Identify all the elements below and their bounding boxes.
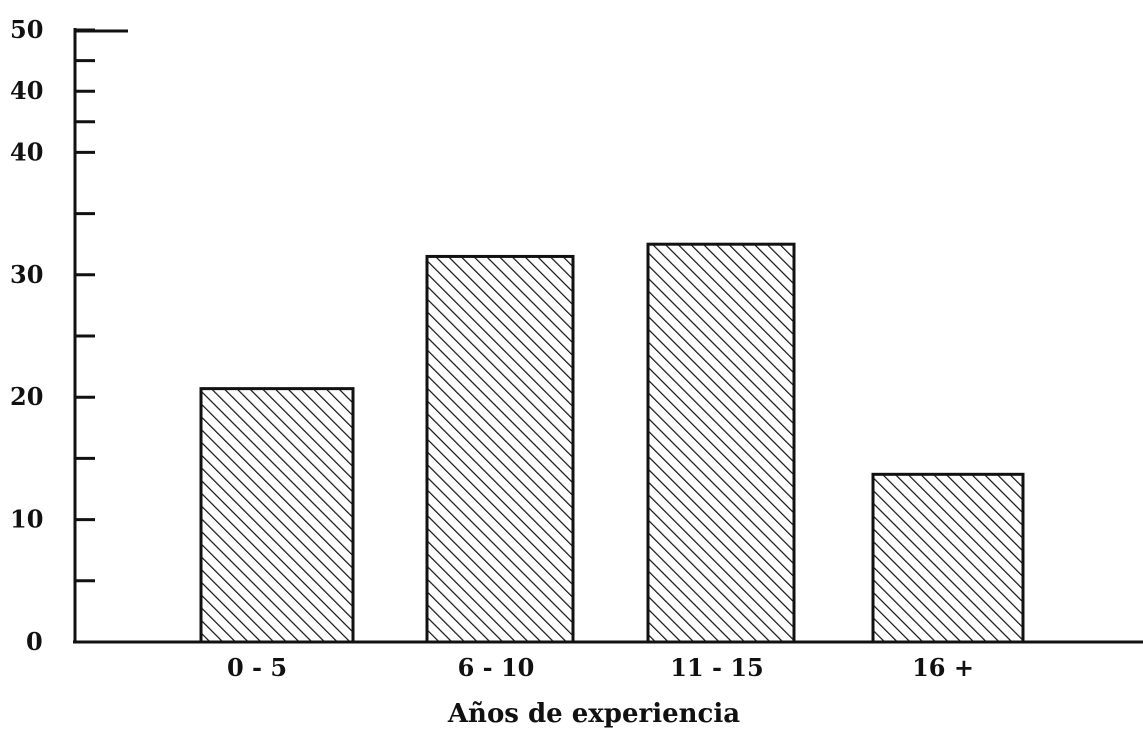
x-category-label: 11 - 15 [670, 653, 763, 682]
y-tick-label: 40 [10, 137, 43, 166]
x-axis-category-labels: 0 - 5 6 - 10 11 - 15 16 + [227, 653, 974, 682]
bar-4 [871, 472, 1025, 644]
y-tick-label: 20 [10, 382, 43, 411]
bar-2 [425, 254, 575, 644]
y-axis-ticks: 0 10 20 30 40 40 50 [10, 15, 95, 656]
bar-1 [199, 387, 355, 644]
y-tick-label: 40 [10, 76, 43, 105]
x-axis-title: Años de experiencia [447, 699, 740, 729]
x-category-label: 6 - 10 [458, 653, 535, 682]
y-tick-label: 50 [10, 15, 43, 44]
y-tick-label: 10 [10, 505, 43, 534]
x-category-label: 16 + [912, 653, 974, 682]
y-tick-label: 30 [10, 260, 43, 289]
bar-3 [646, 242, 796, 644]
y-tick-label: 0 [26, 627, 43, 656]
plot-area [199, 242, 1025, 644]
x-category-label: 0 - 5 [227, 653, 287, 682]
